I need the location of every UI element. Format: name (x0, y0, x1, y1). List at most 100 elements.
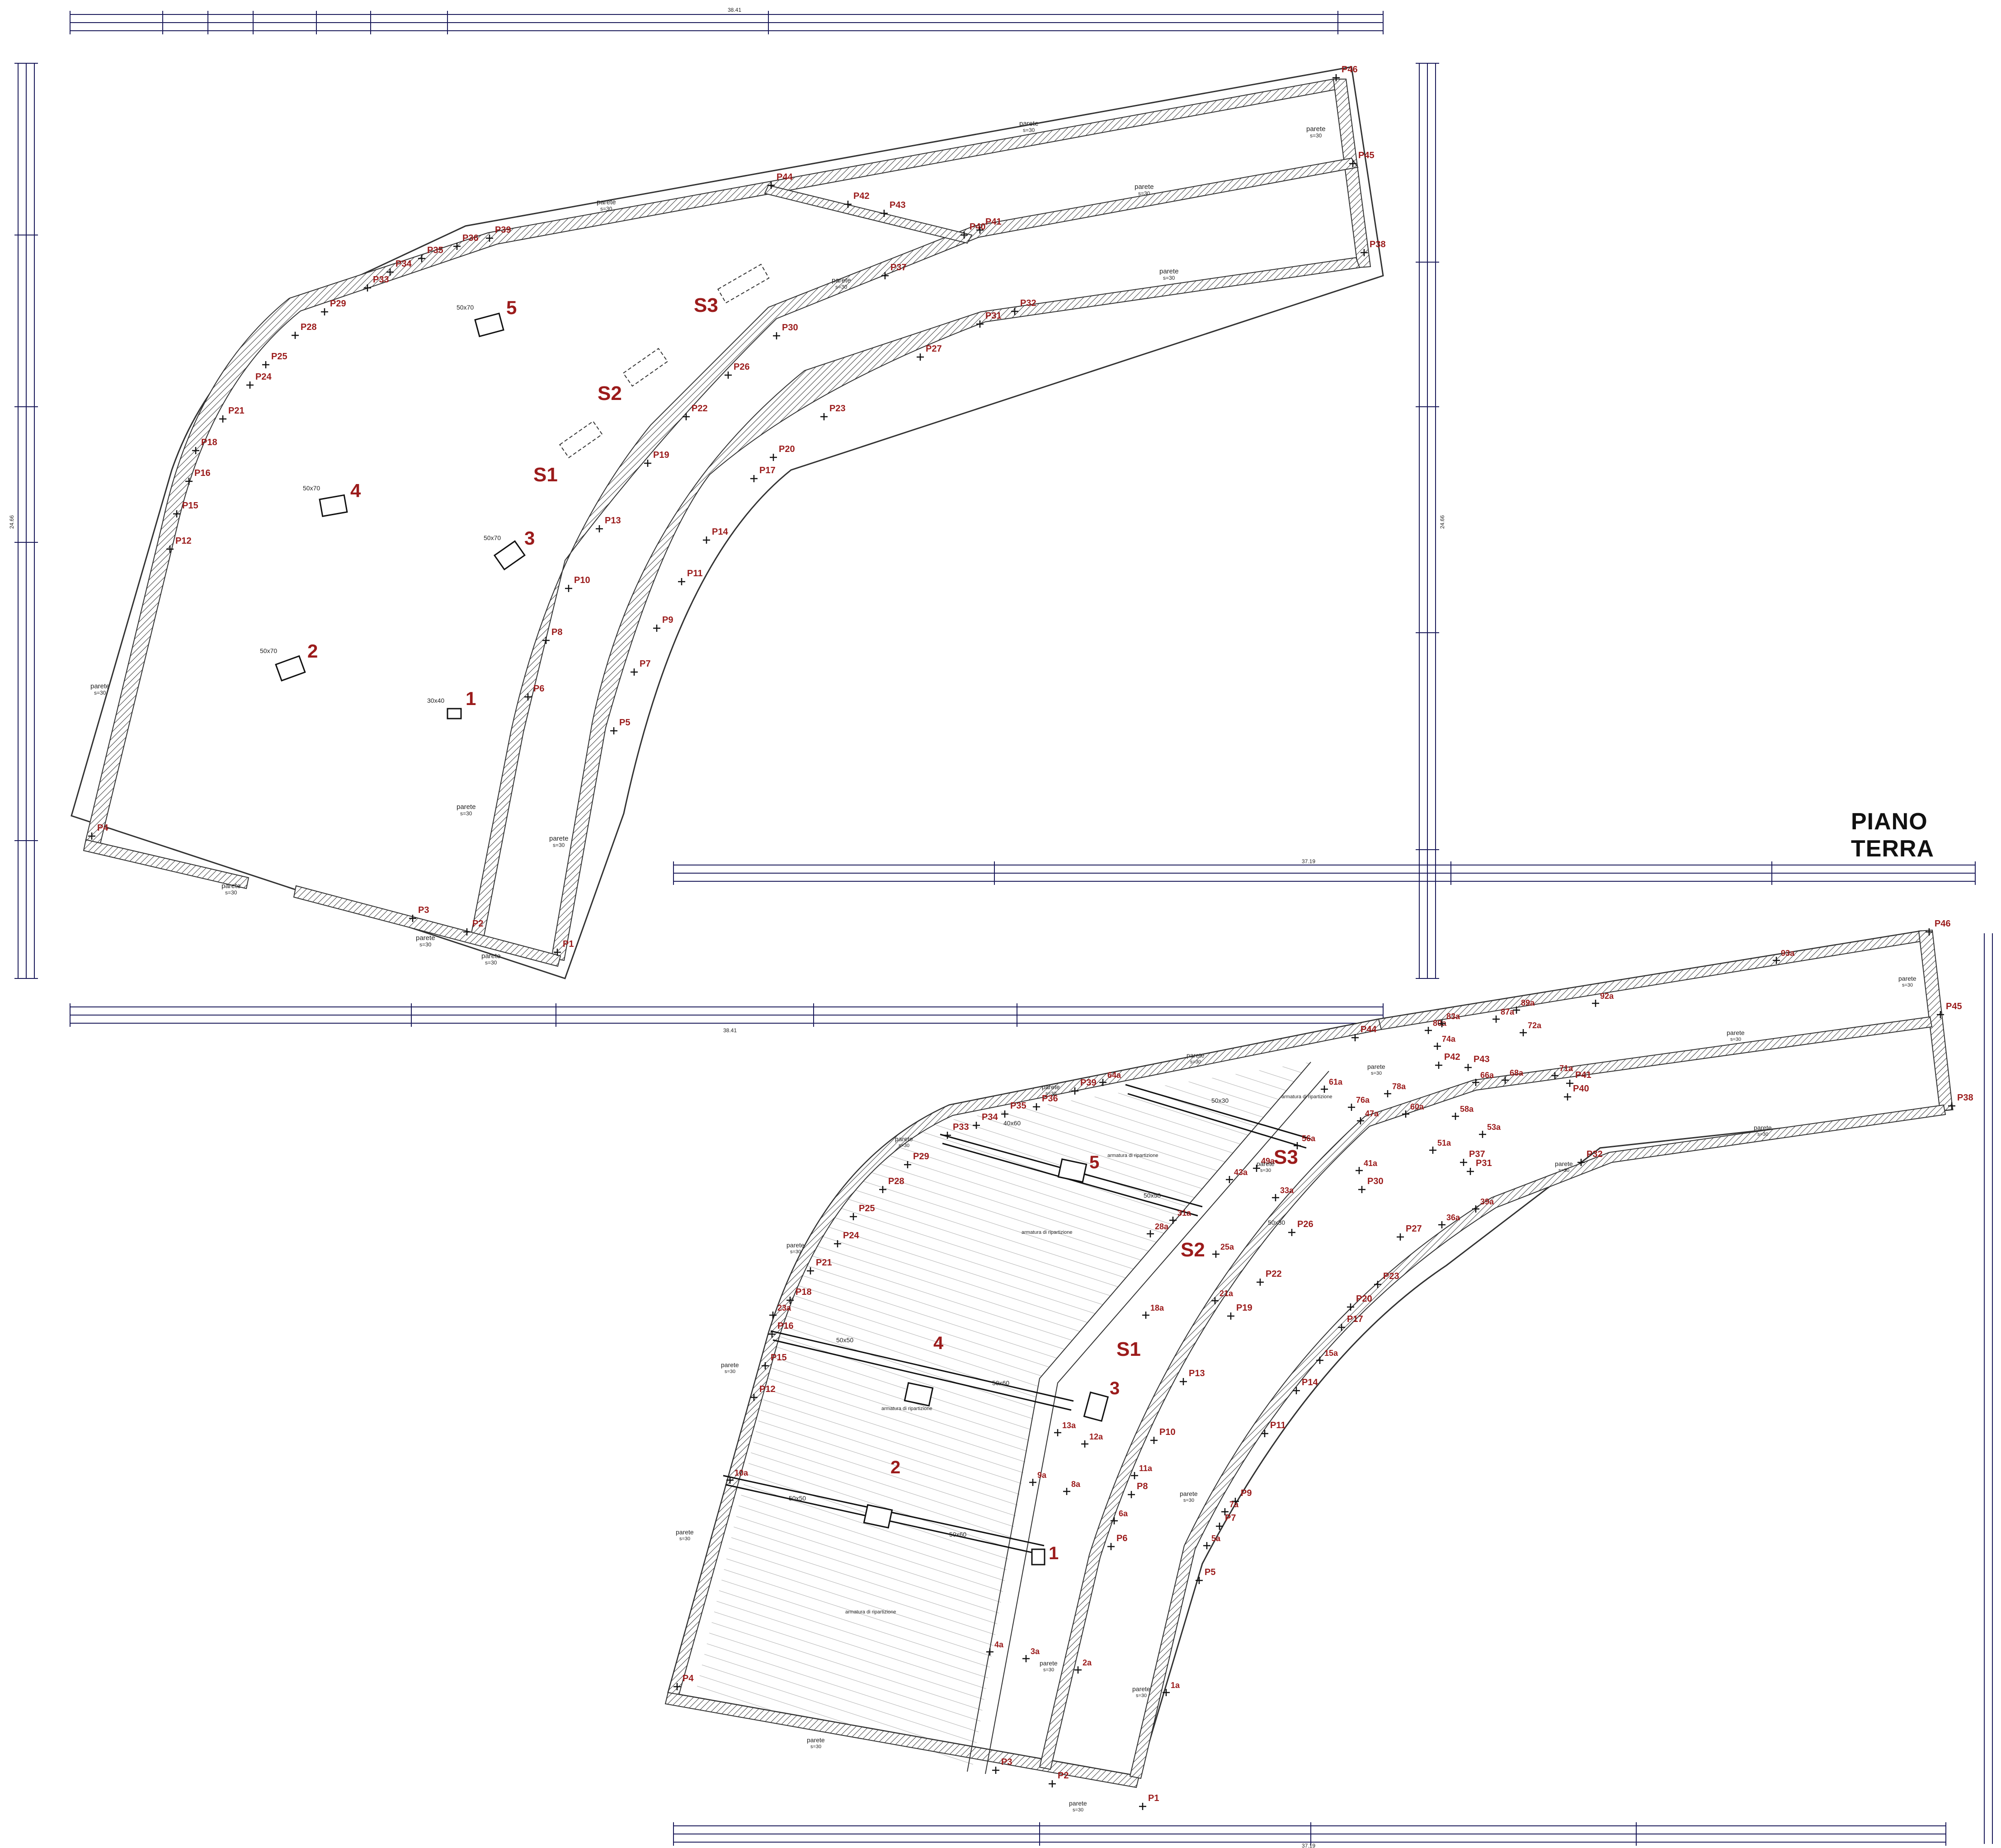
upper-pier-marker (246, 381, 254, 389)
wall-thickness: s=30 (1043, 1667, 1054, 1673)
upper-plan (71, 66, 1384, 979)
upper-pier-marker (770, 454, 777, 461)
upper-pier-marker (844, 201, 852, 208)
lower-pier-label: P19 (1236, 1303, 1252, 1313)
lower-pier-marker (1351, 1034, 1359, 1041)
wall-label: parete (1186, 1052, 1205, 1059)
lower-secondary-pier-label: 61a (1329, 1077, 1343, 1086)
upper-pier-label: P35 (427, 245, 443, 255)
lower-secondary-pier-marker (769, 1312, 777, 1319)
lower-secondary-pier-label: 68a (1510, 1068, 1524, 1077)
lower-secondary-pier-marker (1022, 1655, 1030, 1662)
lower-beam-label: 50x30 (1268, 1219, 1285, 1226)
upper-pier-label: P22 (692, 404, 708, 414)
lower-secondary-pier-label: 83a (1446, 1012, 1460, 1021)
upper-pier-label: P19 (653, 450, 669, 460)
lower-pier-label: P22 (1266, 1269, 1282, 1279)
upper-pier-marker (463, 928, 471, 936)
lower-stair-label: S1 (1116, 1338, 1141, 1360)
lower-pier-label: P25 (859, 1204, 875, 1213)
lower-column-number: 4 (933, 1333, 944, 1353)
wall-label: parete (597, 198, 616, 206)
lower-secondary-pier-label: 89a (1521, 998, 1535, 1007)
lower-pier-label: P24 (843, 1231, 859, 1241)
lower-inner-wall-a (1039, 1016, 1933, 1770)
upper-stair-label: S2 (598, 382, 622, 404)
lower-beam-label: 40x60 (1003, 1119, 1021, 1127)
lower-pier-label: P6 (1116, 1533, 1127, 1543)
lower-secondary-pier-marker (1434, 1043, 1441, 1050)
upper-inner-wall-b (551, 257, 1361, 961)
lower-pier-marker (768, 1331, 776, 1338)
lower-pier-marker (762, 1362, 769, 1369)
lower-pier-label: P18 (796, 1287, 812, 1297)
upper-pier-marker (917, 353, 924, 361)
lower-secondary-pier-marker (1147, 1230, 1154, 1237)
lower-pier-marker (1347, 1303, 1354, 1311)
lower-secondary-pier-marker (1452, 1113, 1459, 1120)
lower-pier-marker (1261, 1430, 1268, 1437)
lower-pier-marker (1564, 1093, 1571, 1100)
lower-pier-marker (904, 1161, 911, 1168)
lower-secondary-pier-marker (1356, 1167, 1363, 1174)
wall-thickness: s=30 (94, 690, 106, 696)
lower-pier-marker (973, 1122, 980, 1129)
wall-label: parete (1042, 1083, 1060, 1091)
upper-pier-label: P11 (687, 569, 702, 578)
lower-secondary-pier-label: 10a (734, 1468, 749, 1477)
upper-pier-marker (976, 320, 984, 328)
upper-pier-marker (321, 308, 328, 315)
lower-pier-label: P14 (1302, 1378, 1318, 1387)
lower-pier-marker (1232, 1498, 1239, 1505)
lower-secondary-pier-label: 41a (1364, 1159, 1378, 1168)
lower-pier-label: P2 (1058, 1771, 1069, 1781)
lower-secondary-pier-label: 7a (1229, 1500, 1239, 1509)
lower-slab-area (696, 1062, 1311, 1772)
lower-secondary-pier-marker (1520, 1029, 1527, 1036)
upper-pier-marker (703, 536, 710, 544)
lower-column-5 (1057, 1158, 1088, 1183)
wall-label: parete (1367, 1063, 1385, 1070)
lower-plan (664, 929, 1954, 1788)
lower-pier-label: P11 (1270, 1420, 1285, 1430)
lower-stair-label: S3 (1274, 1146, 1298, 1168)
lower-pier-marker (1435, 1062, 1442, 1069)
wall-label: parete (676, 1528, 694, 1536)
lower-pier-marker (992, 1767, 999, 1774)
wall-thickness: s=30 (810, 1744, 821, 1749)
lower-pier-marker (1566, 1080, 1573, 1087)
svg-text:24.66: 24.66 (1439, 515, 1445, 529)
lower-pier-marker (1374, 1281, 1381, 1288)
lower-pier-label: P31 (1476, 1158, 1492, 1168)
lower-secondary-pier-marker (1099, 1079, 1106, 1086)
upper-column-section: 50x70 (484, 534, 501, 541)
lower-pier-label: P36 (1042, 1094, 1058, 1104)
lower-right-wall (1378, 930, 1924, 1030)
upper-bottom-wall-left (83, 839, 250, 889)
dimension-values: 38.41 38.41 37.19 37.19 24.66 24.66 (9, 7, 1445, 1848)
lower-secondary-pier-label: 33a (1280, 1186, 1294, 1195)
lower-secondary-pier-label: 71a (1559, 1064, 1573, 1073)
upper-pier-marker (192, 447, 199, 454)
lower-secondary-pier-marker (1429, 1147, 1436, 1154)
lower-pier-label: P13 (1189, 1368, 1205, 1378)
wall-label: parete (1727, 1029, 1745, 1036)
lower-secondary-pier-label: 47a (1365, 1109, 1379, 1118)
lower-secondary-pier-marker (986, 1648, 993, 1655)
lower-secondary-pier-label: 28a (1155, 1222, 1169, 1231)
upper-pier-label: P13 (605, 516, 621, 526)
wall-label: parete (1040, 1660, 1058, 1667)
upper-pier-marker (976, 226, 984, 234)
lower-pier-marker (1150, 1437, 1158, 1444)
wall-label: parete (1555, 1160, 1573, 1167)
lower-pier-label: P8 (1137, 1481, 1148, 1491)
lower-secondary-pier-label: 31a (1177, 1208, 1191, 1218)
upper-pier-label: P15 (182, 501, 198, 511)
wall-label: parete (1257, 1160, 1275, 1167)
upper-stair-s1 (559, 420, 603, 458)
upper-pier-label: P31 (985, 311, 1002, 321)
lower-pier-label: P3 (1001, 1757, 1012, 1767)
upper-column-number: 2 (307, 640, 318, 662)
wall-label: parete (549, 835, 569, 842)
